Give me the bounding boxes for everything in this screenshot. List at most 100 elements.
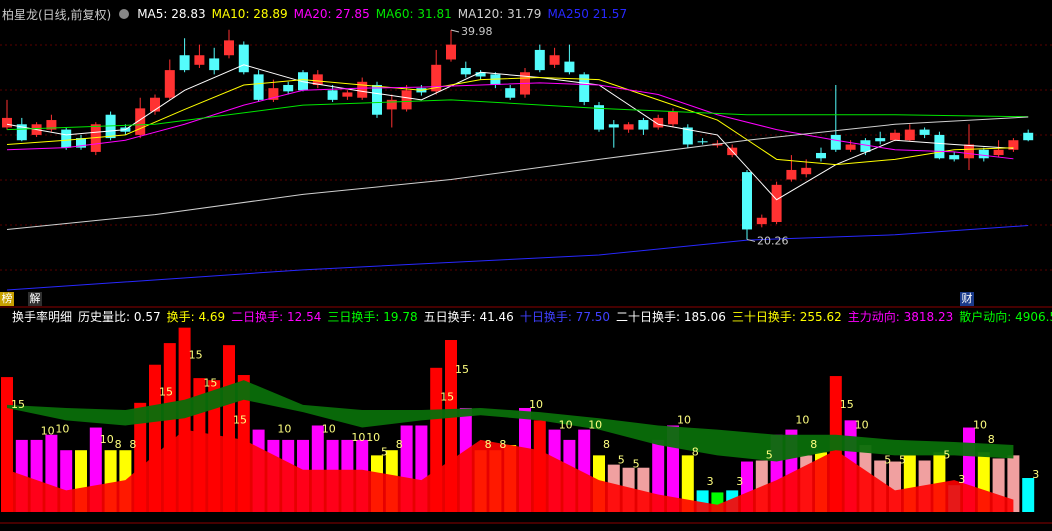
candle-body (875, 138, 886, 142)
bar-level-label: 5 (884, 454, 891, 467)
candle-body (76, 138, 86, 148)
annotation-label: 39.98 (461, 25, 493, 38)
candle-body (475, 72, 486, 77)
candle-body (756, 217, 767, 225)
bar-level-label: 15 (233, 413, 247, 426)
bar-level-label: 8 (485, 438, 492, 451)
ma-line (6, 64, 1014, 201)
bar-level-label: 10 (855, 418, 869, 431)
candle-body (978, 149, 989, 159)
candle-body (61, 129, 72, 148)
candle-body (549, 55, 560, 65)
candle-body (401, 90, 412, 110)
candle-body (505, 88, 516, 98)
bar-level-label: 3 (1032, 468, 1039, 481)
candle-body (638, 120, 649, 130)
bar-level-label: 10 (559, 418, 573, 431)
candle-body (1008, 140, 1019, 150)
bar-level-label: 8 (692, 445, 699, 458)
bar (1022, 478, 1035, 512)
bar-level-label: 15 (159, 386, 173, 399)
bar-level-label: 15 (840, 398, 854, 411)
bar-level-label: 10 (588, 418, 602, 431)
candle-body (594, 105, 604, 130)
bar-level-label: 10 (100, 433, 114, 446)
bar-level-label: 3 (707, 475, 714, 488)
tag-label: 解 (30, 291, 41, 305)
bar-level-label: 5 (381, 445, 388, 458)
bar-level-label: 3 (736, 475, 743, 488)
header-item: 主力动向: 3818.23 (847, 309, 954, 324)
candle-body (904, 129, 915, 141)
tag-box (960, 292, 974, 306)
candle-body (46, 120, 57, 130)
candle-body (949, 155, 960, 160)
header-item: 十日换手: 77.50 (519, 309, 611, 324)
legend-entry: MA10: 28.89 (211, 7, 288, 21)
ma-line (6, 116, 1029, 230)
candle-body (1023, 132, 1034, 141)
bar (60, 450, 73, 512)
bar (1007, 455, 1020, 512)
bar-level-label: 5 (899, 454, 906, 467)
bar-level-label: 5 (618, 454, 625, 467)
bar-level-label: 8 (499, 438, 506, 451)
turnover-header: 换手率明细 历史量比: 0.57 换手: 4.69 二日换手: 12.54 三日换手:… (2, 308, 1052, 324)
annotation-arrow (746, 238, 756, 242)
bar-level-label: 8 (396, 438, 403, 451)
header-item: 换手: 4.69 (166, 309, 226, 324)
bar-level-label: 10 (973, 418, 987, 431)
candle-body (682, 127, 693, 145)
legend-entry: MA60: 31.81 (375, 7, 452, 21)
header-item: 三十日换手: 255.62 (731, 309, 842, 324)
area (7, 429, 1014, 512)
candle-body (298, 72, 308, 91)
ma-line (6, 99, 1029, 131)
tag-label: 财 (962, 291, 973, 305)
bar-level-label: 8 (115, 438, 122, 451)
bar-level-label: 10 (277, 423, 291, 436)
candle-body (386, 99, 397, 110)
candle-body (919, 129, 930, 135)
bar-level-label: 10 (41, 425, 55, 438)
candle-body (283, 84, 294, 92)
stock-title: 柏星龙(日线,前复权) (2, 7, 112, 22)
ma-line (6, 77, 1014, 166)
candle-body (771, 184, 782, 223)
candle-body (16, 124, 27, 141)
candle-body (357, 81, 368, 98)
candle-body (150, 97, 160, 112)
header-item: 散户动向: 4906.58 (959, 309, 1052, 324)
legend-entry: MA20: 27.85 (293, 7, 370, 21)
legend-entry: MA5: 28.83 (137, 7, 206, 21)
bar-level-label: 10 (351, 431, 365, 444)
bar (681, 455, 694, 512)
candle-body (623, 124, 634, 130)
candle-body (253, 74, 264, 100)
candle-body (431, 64, 442, 92)
candle-body (179, 55, 190, 71)
bar-level-label: 8 (988, 433, 995, 446)
candle-body (816, 152, 826, 159)
legend-entry: MA250 21.57 (547, 7, 628, 21)
candle-body (964, 144, 974, 159)
candle-body (534, 49, 545, 71)
candle-body (934, 134, 945, 159)
bar-level-label: 8 (129, 438, 136, 451)
tag-box (28, 292, 42, 306)
annotation-arrow (450, 29, 460, 33)
candle-body (372, 84, 382, 115)
bar-level-label: 5 (943, 448, 950, 461)
bar-level-label: 10 (322, 423, 336, 436)
bar-level-label: 15 (203, 376, 217, 389)
bar-level-label: 10 (366, 431, 380, 444)
tag-label: 榜 (2, 291, 13, 305)
bar-level-label: 10 (795, 413, 809, 426)
candle-body (268, 88, 279, 100)
candle-body (668, 111, 678, 125)
settings-icon[interactable] (119, 9, 130, 19)
legend-entry: MA120: 31.79 (457, 7, 542, 21)
candle-body (890, 132, 900, 141)
candle-body (164, 70, 175, 98)
